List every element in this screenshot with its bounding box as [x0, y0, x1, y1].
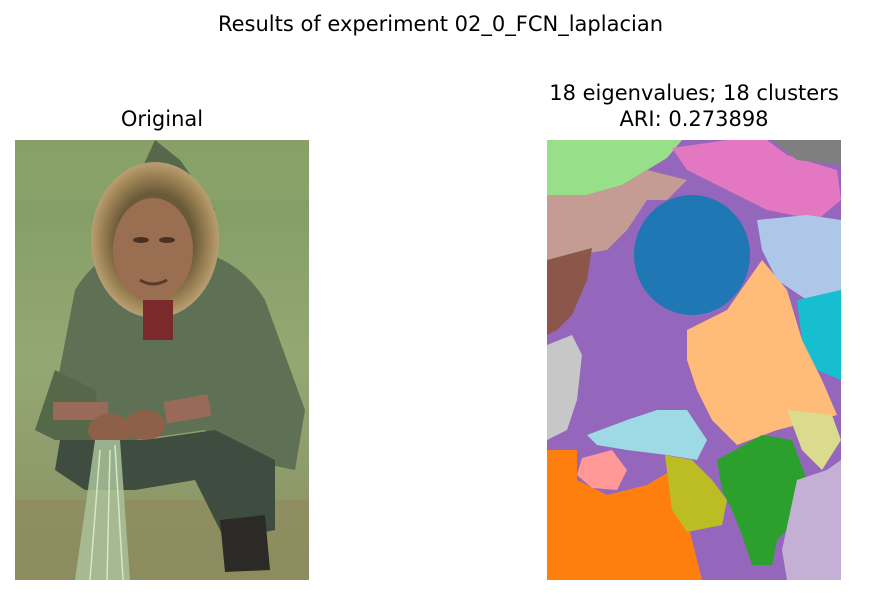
segmentation-title-line1: 18 eigenvalues; 18 clusters	[549, 81, 839, 105]
original-image	[15, 140, 309, 580]
segmentation-image	[547, 140, 841, 580]
original-photo-drawing	[15, 140, 309, 580]
segmentation-title: 18 eigenvalues; 18 clusters ARI: 0.27389…	[505, 80, 881, 132]
original-title: Original	[120, 107, 204, 131]
segmentation-title-line2: ARI: 0.273898	[619, 107, 769, 131]
segmentation-drawing	[547, 140, 841, 580]
figure-suptitle: Results of experiment 02_0_FCN_laplacian	[217, 12, 664, 36]
